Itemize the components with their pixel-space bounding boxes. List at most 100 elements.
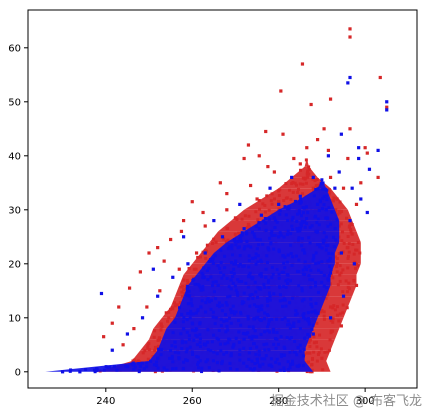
data-point [167,310,171,314]
data-point [306,360,310,364]
data-point [246,317,250,321]
data-point [264,354,268,358]
data-point [328,256,332,260]
data-point [350,186,354,190]
data-point [233,232,237,236]
data-point [347,224,351,228]
data-point [320,280,324,284]
data-point [317,208,321,212]
data-point [286,229,290,233]
data-point [326,148,330,152]
data-point [317,351,321,355]
data-point [242,264,246,268]
data-point [180,312,184,316]
data-point [278,212,282,216]
data-point [301,268,305,272]
data-point [237,264,241,268]
data-point [157,338,161,342]
data-point [214,297,218,301]
data-point [247,265,251,269]
data-point [185,330,189,334]
data-point [196,255,200,259]
data-point [131,359,135,363]
data-point [347,242,351,246]
data-point [137,369,141,373]
data-point [309,297,313,301]
data-point [194,311,198,315]
data-point [186,311,190,315]
density-band [187,274,331,286]
data-point [352,262,356,266]
data-point [279,89,283,93]
data-point [251,296,255,300]
data-point [206,328,210,332]
data-point [229,270,233,274]
data-point [138,270,142,274]
data-point [385,105,389,109]
data-point [102,335,106,339]
data-point [244,332,248,336]
data-point [137,362,141,366]
data-point [160,347,164,351]
data-point [321,241,325,245]
data-point [280,298,284,302]
data-point [184,284,188,288]
data-point [102,368,106,372]
data-point [326,243,330,247]
data-point [285,336,289,340]
data-point [288,366,292,370]
data-point [232,271,236,275]
y-tick-label: 60 [8,43,21,54]
data-point [223,266,227,270]
data-point [218,305,222,309]
data-point [254,252,258,256]
data-point [329,274,333,278]
data-point [256,218,260,222]
data-point [327,192,331,196]
data-point [317,223,321,227]
data-point [246,275,250,279]
y-axis: 0 10 20 30 40 50 60 [8,43,28,378]
data-point [339,132,343,136]
data-point [298,162,302,166]
data-point [199,305,203,309]
data-point [185,318,189,322]
data-point [322,231,326,235]
data-point [301,211,305,215]
data-point [281,132,285,136]
data-point [168,356,172,360]
data-point [203,343,207,347]
data-point [270,234,274,238]
data-point [181,320,185,324]
data-point [211,257,215,261]
data-point [192,277,196,281]
data-point [234,288,238,292]
data-point [277,200,281,204]
data-point [337,252,341,256]
data-point [219,248,223,252]
data-point [258,305,262,309]
data-point [267,217,271,221]
data-point [354,283,359,287]
data-point [303,336,307,340]
data-point [246,285,250,289]
data-point [301,313,305,317]
data-point [255,316,259,320]
data-point [173,345,177,349]
data-point [227,316,231,320]
data-point [272,216,276,220]
data-point [231,345,235,349]
data-point [316,311,320,315]
data-point [199,344,203,348]
data-point [326,278,330,282]
data-point [259,213,263,217]
data-point [242,156,246,161]
data-point [231,281,235,285]
data-point [262,343,266,347]
data-point [173,304,177,308]
data-point [217,301,221,305]
data-point [207,260,211,264]
data-point [263,285,267,289]
data-point [254,210,258,214]
data-point [240,302,244,306]
